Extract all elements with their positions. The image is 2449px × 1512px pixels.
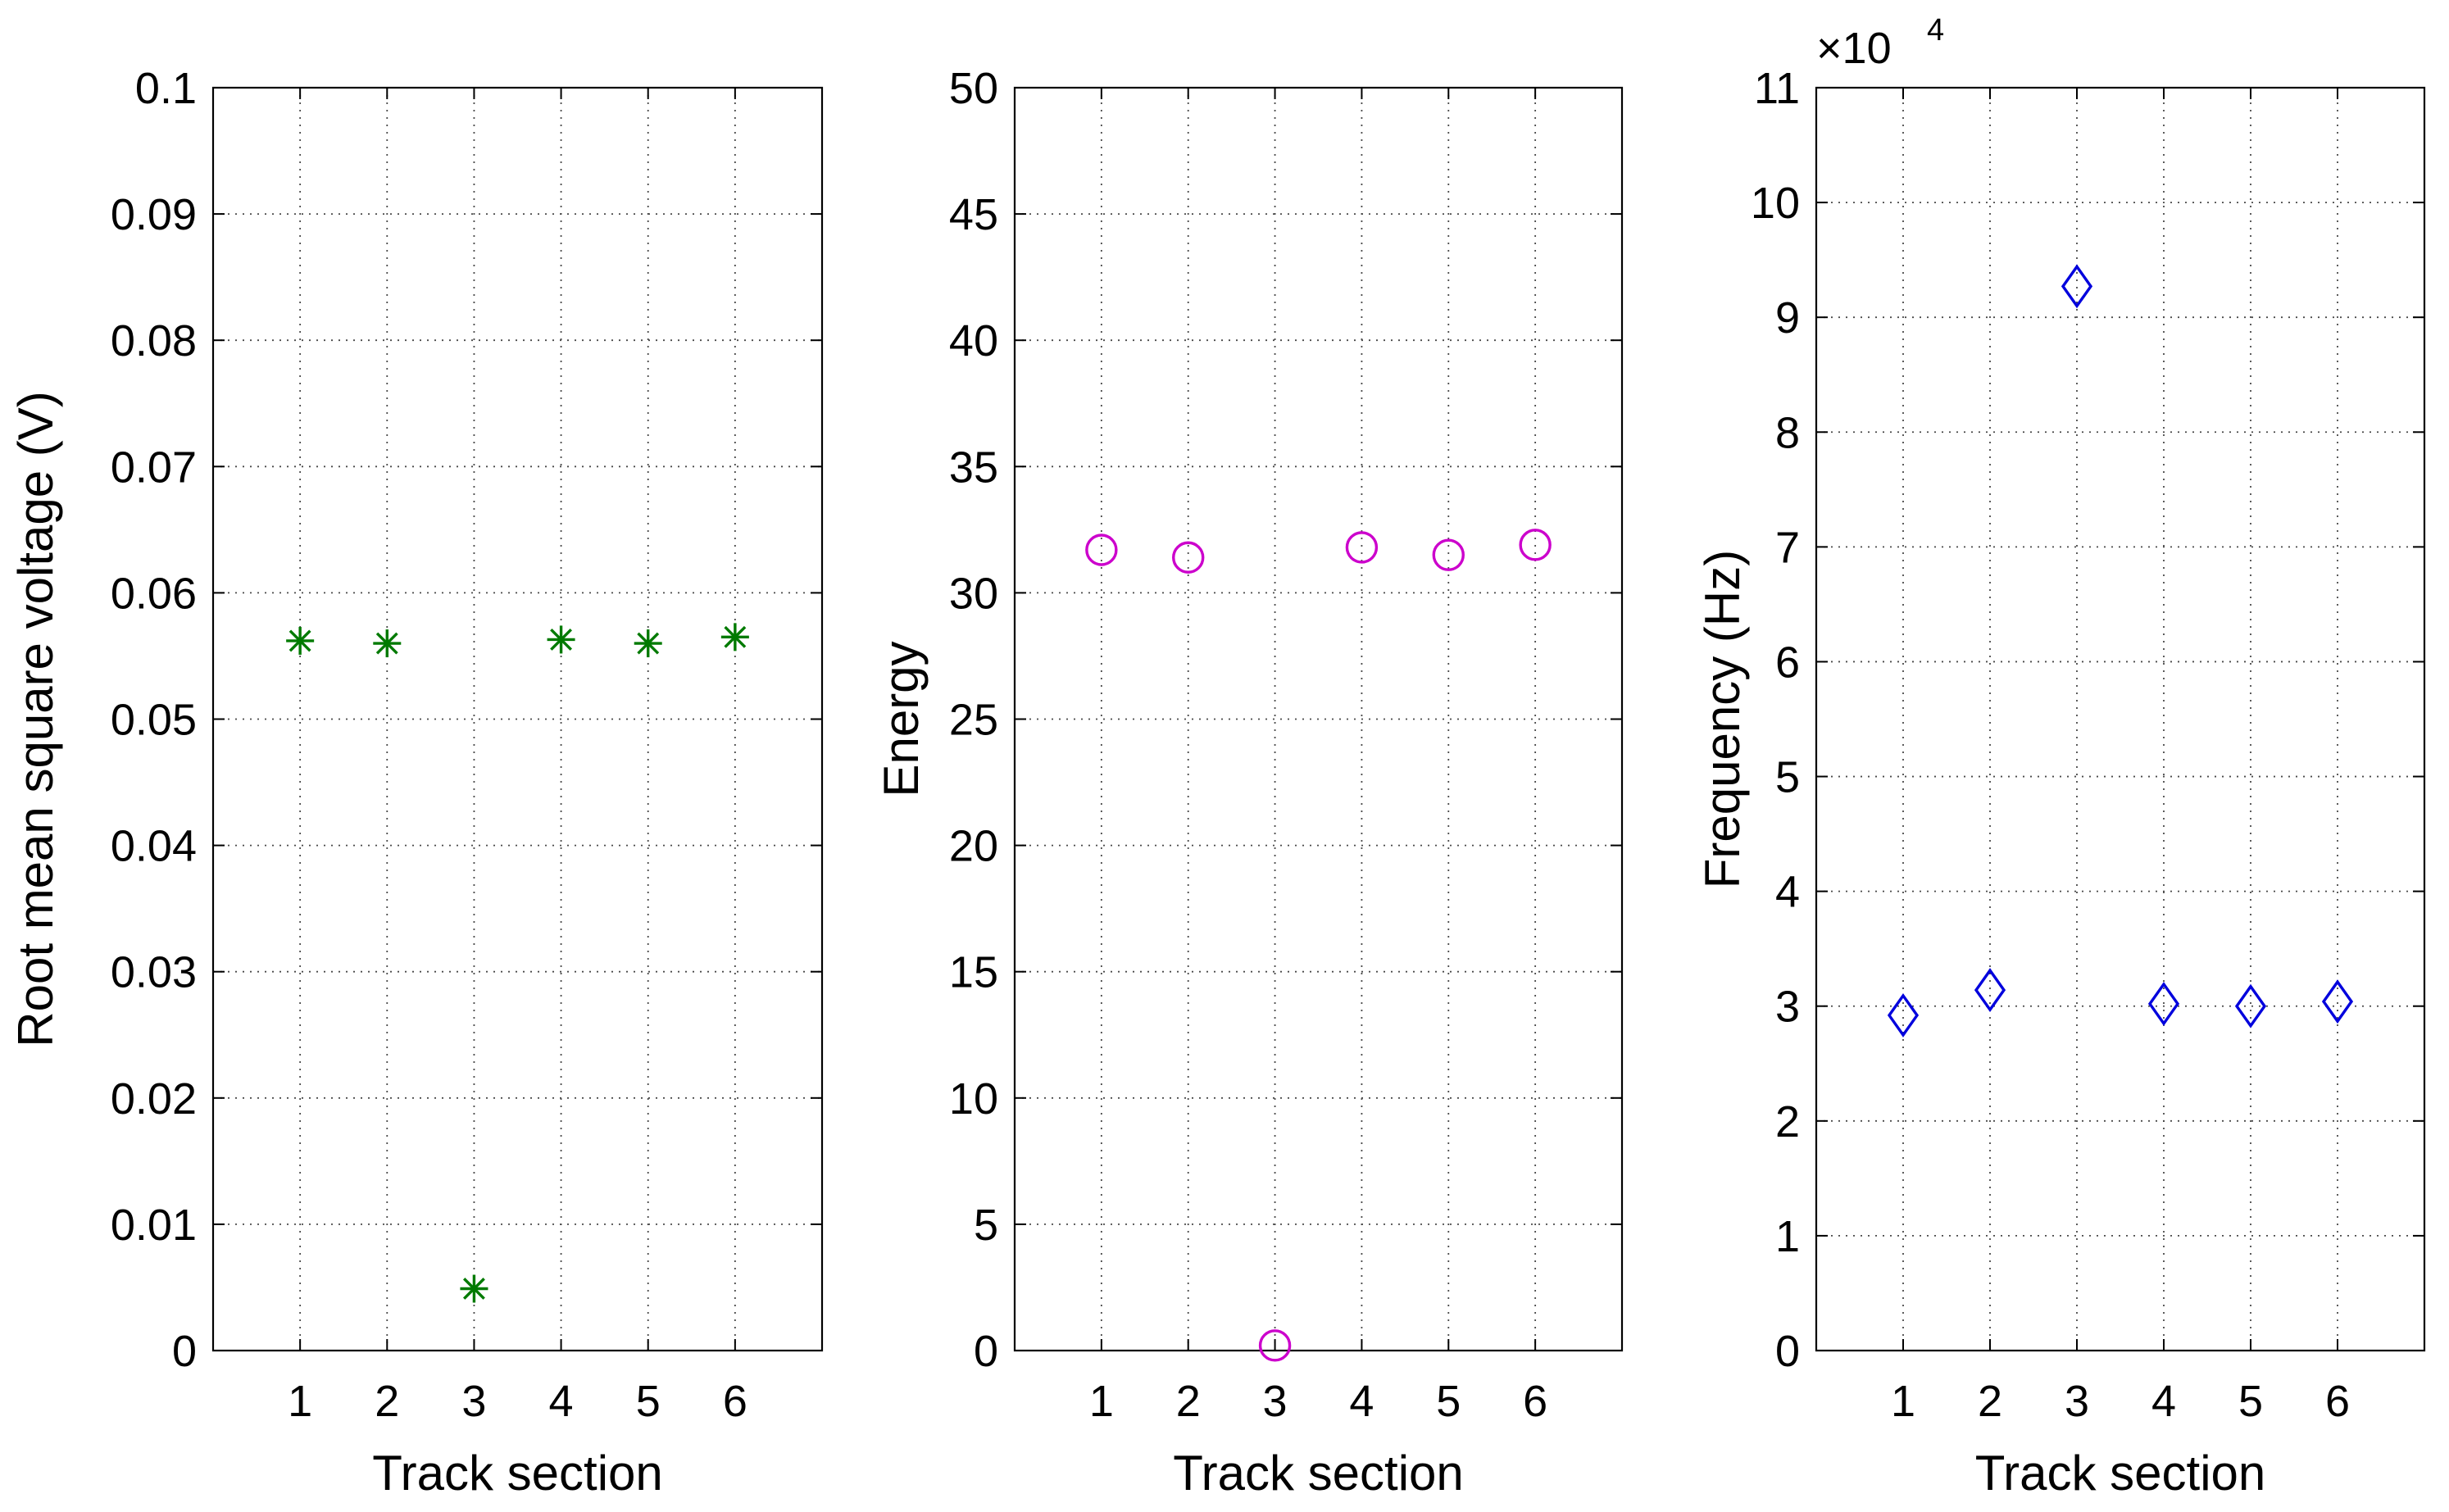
x-tick-label: 6 — [723, 1377, 747, 1426]
y-tick-label: 4 — [1775, 868, 1800, 917]
x-tick-label: 1 — [1089, 1377, 1114, 1426]
x-tick-label: 4 — [549, 1377, 574, 1426]
y-tick-label: 30 — [949, 569, 998, 618]
chart-panel-3: 1 2 3 4 5 6 0 1 2 3 4 5 6 7 8 9 10 11 Track section Frequen… — [1695, 13, 2426, 1501]
y-tick-label: 0.08 — [111, 316, 197, 366]
data-point-circle — [1258, 1329, 1292, 1362]
y-tick-label: 45 — [949, 190, 998, 239]
x-tick-label: 5 — [1436, 1377, 1461, 1426]
x-tick-label: 4 — [1349, 1377, 1374, 1426]
y-tick-label: 2 — [1775, 1097, 1800, 1146]
x-tick-label: 2 — [375, 1377, 399, 1426]
x-tick-label: 3 — [461, 1377, 486, 1426]
data-point-asterisk — [460, 1274, 488, 1303]
y-tick-label: 0.07 — [111, 443, 197, 492]
x-tick-label: 3 — [2065, 1377, 2089, 1426]
y-tick-label: 0.04 — [111, 822, 197, 871]
plot-area — [213, 88, 822, 1351]
data-point-diamond — [1887, 992, 1920, 1038]
x-axis-label: Track section — [1173, 1446, 1464, 1501]
y-tick-label: 11 — [1754, 64, 1800, 113]
x-tick-label: 3 — [1263, 1377, 1288, 1426]
data-point-diamond — [1974, 968, 2006, 1013]
data-point-circle — [1172, 541, 1205, 574]
x-tick-label: 6 — [2325, 1377, 2350, 1426]
x-tick-label: 5 — [2238, 1377, 2263, 1426]
x-tick-label: 2 — [1176, 1377, 1201, 1426]
y-tick-label: 50 — [949, 64, 998, 113]
y-tick-label: 3 — [1775, 983, 1800, 1032]
y-tick-label: 5 — [1775, 753, 1800, 802]
y-tick-label: 0 — [974, 1327, 998, 1376]
y-tick-label: 0.1 — [135, 64, 197, 113]
y-tick-label: 9 — [1775, 293, 1800, 343]
y-tick-label: 6 — [1775, 638, 1800, 687]
y-axis-label: Root mean square voltage (V) — [8, 391, 63, 1047]
y-tick-label: 0.03 — [111, 948, 197, 997]
y-tick-label: 0 — [1775, 1327, 1800, 1376]
y-exponent-power: 4 — [1927, 13, 1944, 48]
chart-panel-1: 1 2 3 4 5 6 0 0.01 0.02 0.03 0.04 0.05 0.06 0.07 0.08 0… — [8, 64, 824, 1501]
y-tick-label: 25 — [949, 696, 998, 745]
data-point-asterisk — [720, 623, 749, 652]
data-point-circle — [1519, 529, 1552, 561]
y-tick-label: 20 — [949, 822, 998, 871]
data-point-circle — [1085, 534, 1118, 566]
y-tick-label: 10 — [949, 1074, 998, 1124]
y-tick-label: 0 — [172, 1327, 197, 1376]
data-point-asterisk — [634, 629, 662, 658]
x-tick-label: 6 — [1523, 1377, 1547, 1426]
plot-area — [1816, 88, 2424, 1351]
y-tick-label: 40 — [949, 316, 998, 366]
y-tick-label: 35 — [949, 443, 998, 492]
y-axis-label: Frequency (Hz) — [1695, 550, 1750, 888]
x-tick-label: 5 — [636, 1377, 661, 1426]
y-tick-label: 10 — [1751, 179, 1800, 228]
x-tick-label: 2 — [1978, 1377, 2002, 1426]
data-point-circle — [1345, 531, 1379, 564]
data-point-diamond — [2061, 264, 2093, 309]
data-point-circle — [1432, 538, 1465, 571]
y-tick-label: 1 — [1775, 1212, 1800, 1261]
data-point-asterisk — [286, 626, 315, 655]
y-tick-label: 0.09 — [111, 190, 197, 239]
y-tick-label: 15 — [949, 948, 998, 997]
x-tick-label: 1 — [288, 1377, 312, 1426]
y-tick-label: 0.01 — [111, 1201, 197, 1250]
y-axis-label: Energy — [874, 641, 929, 797]
data-point-diamond — [2321, 979, 2354, 1024]
y-tick-label: 0.02 — [111, 1074, 197, 1124]
data-point-asterisk — [373, 629, 402, 658]
axes-box — [1815, 86, 2426, 1352]
y-tick-label: 0.06 — [111, 569, 197, 618]
y-exponent-label: ×10 — [1816, 24, 1892, 73]
y-tick-label: 5 — [974, 1201, 998, 1250]
y-tick-label: 7 — [1775, 523, 1800, 572]
x-axis-label: Track section — [1975, 1446, 2266, 1501]
x-tick-label: 4 — [2151, 1377, 2176, 1426]
data-point-diamond — [2147, 981, 2180, 1026]
y-tick-label: 8 — [1775, 408, 1800, 457]
data-point-asterisk — [547, 625, 575, 654]
x-tick-label: 1 — [1891, 1377, 1915, 1426]
x-axis-label: Track section — [372, 1446, 663, 1501]
y-tick-label: 0.05 — [111, 696, 197, 745]
data-point-diamond — [2234, 983, 2267, 1028]
